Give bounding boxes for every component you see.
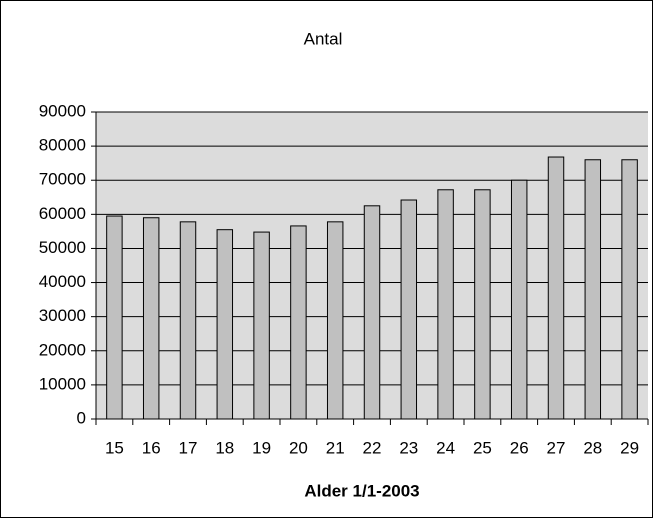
y-tick-label: 20000 — [39, 340, 86, 359]
y-tick-label: 80000 — [39, 136, 86, 155]
bar — [179, 221, 197, 420]
y-tick-label: 90000 — [39, 101, 86, 120]
y-tick-label: 60000 — [39, 204, 86, 223]
bar — [547, 156, 565, 420]
x-tick-label: 15 — [105, 438, 124, 457]
bar — [400, 199, 418, 420]
y-tick-label: 30000 — [39, 306, 86, 325]
bar — [363, 205, 381, 420]
x-tick-label: 27 — [547, 438, 566, 457]
bar — [326, 221, 344, 420]
y-tick-label: 0 — [77, 408, 86, 427]
bar — [510, 179, 528, 420]
x-tick-label: 24 — [436, 438, 455, 457]
chart-title: Antal — [304, 29, 343, 48]
bar — [253, 231, 270, 420]
bar — [584, 159, 602, 420]
x-tick-label: 18 — [215, 438, 234, 457]
x-tick-label: 23 — [399, 438, 418, 457]
x-tick-label: 25 — [473, 438, 492, 457]
y-tick-label: 70000 — [39, 170, 86, 189]
bar — [142, 217, 160, 420]
bar — [290, 225, 307, 420]
x-tick-label: 26 — [510, 438, 529, 457]
bar — [106, 215, 123, 420]
x-tick-label: 16 — [142, 438, 161, 457]
x-tick-label: 28 — [583, 438, 602, 457]
bar — [437, 189, 454, 420]
x-tick-label: 21 — [326, 438, 345, 457]
bar — [216, 229, 234, 420]
bar — [621, 159, 638, 420]
y-tick-label: 50000 — [39, 238, 86, 257]
x-tick-label: 20 — [289, 438, 308, 457]
y-tick-label: 10000 — [39, 374, 86, 393]
x-tick-label: 19 — [252, 438, 271, 457]
x-tick-label: 17 — [179, 438, 198, 457]
x-axis-title: Alder 1/1-2003 — [304, 481, 419, 500]
x-tick-label: 22 — [363, 438, 382, 457]
x-tick-label: 29 — [620, 438, 639, 457]
y-tick-label: 40000 — [39, 272, 86, 291]
bar — [474, 189, 491, 420]
